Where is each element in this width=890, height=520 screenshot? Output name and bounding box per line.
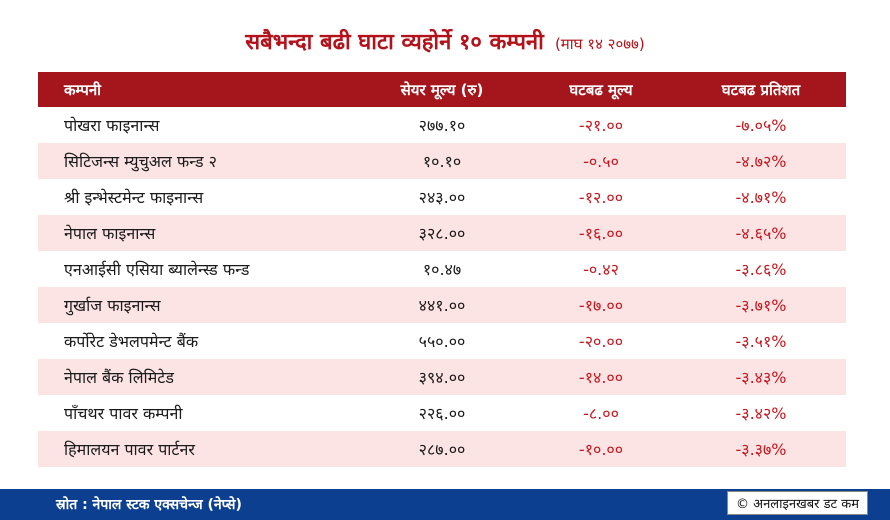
- table-row: नेपाल फाइनान्स ३२८.०० -१६.०० -४.६५%: [38, 215, 846, 251]
- header-price: सेयर मूल्य (रु): [400, 80, 484, 99]
- price-change: -२०.००: [578, 332, 624, 351]
- table-row: गुर्खाज फाइनान्स ४४१.०० -१७.०० -३.७१%: [38, 287, 846, 323]
- table-row: हिमालयन पावर पार्टनर २८७.०० -१०.०० -३.३७…: [38, 431, 846, 467]
- company-name: एनआईसी एसिया ब्यालेन्स्ड फन्ड: [64, 260, 250, 279]
- price-change: -८.००: [583, 404, 619, 423]
- share-price: १०.१०: [422, 152, 462, 171]
- price-change: -१६.००: [578, 224, 624, 243]
- percent-change: -३.३७%: [735, 440, 787, 459]
- price-change: -१७.००: [578, 296, 624, 315]
- credit-box: © अनलाइनखबर डट कम: [727, 491, 868, 515]
- price-change: -०.४२: [583, 260, 619, 279]
- table-row: श्री इन्भेस्टमेन्ट फाइनान्स २४३.०० -१२.०…: [38, 179, 846, 215]
- share-price: २८७.००: [418, 440, 466, 459]
- share-price: ३९४.००: [418, 368, 466, 387]
- percent-change: -३.५१%: [735, 332, 787, 351]
- header-company: कम्पनी: [64, 80, 102, 99]
- company-name: गुर्खाज फाइनान्स: [64, 296, 161, 315]
- title-block: सबैभन्दा बढी घाटा व्यहोर्ने १० कम्पनी (म…: [0, 26, 890, 56]
- price-change: -१४.००: [578, 368, 624, 387]
- company-name: कर्पोरेट डेभलपमेन्ट बैंक: [64, 332, 199, 351]
- percent-change: -७.०५%: [735, 116, 787, 135]
- percent-change: -४.७१%: [735, 188, 787, 207]
- company-name: हिमालयन पावर पार्टनर: [64, 440, 195, 459]
- table-row: पोखरा फाइनान्स २७७.१० -२१.०० -७.०५%: [38, 107, 846, 143]
- share-price: १०.४७: [422, 260, 462, 279]
- credit-text: © अनलाइनखबर डट कम: [736, 497, 859, 512]
- source-text: स्रोत : नेपाल स्टक एक्सचेन्ज (नेप्से): [56, 497, 242, 513]
- company-name: नेपाल बैंक लिमिटेड: [64, 368, 174, 387]
- table-row: नेपाल बैंक लिमिटेड ३९४.०० -१४.०० -३.४३%: [38, 359, 846, 395]
- share-price: ४४१.००: [418, 296, 466, 315]
- company-name: पोखरा फाइनान्स: [64, 116, 160, 135]
- price-change: -१२.००: [578, 188, 624, 207]
- percent-change: -३.८६%: [735, 260, 787, 279]
- share-price: २२६.००: [418, 404, 466, 423]
- company-name: सिटिजन्स म्युचुअल फन्ड २: [64, 152, 217, 171]
- company-name: नेपाल फाइनान्स: [64, 224, 156, 243]
- percent-change: -३.४३%: [735, 368, 787, 387]
- percent-change: -३.४२%: [735, 404, 787, 423]
- share-price: २७७.१०: [418, 116, 466, 135]
- price-change: -२१.००: [578, 116, 624, 135]
- table-row: सिटिजन्स म्युचुअल फन्ड २ १०.१० -०.५० -४.…: [38, 143, 846, 179]
- company-name: पाँचथर पावर कम्पनी: [64, 404, 183, 423]
- price-change: -१०.००: [578, 440, 624, 459]
- percent-change: -४.६५%: [735, 224, 787, 243]
- share-price: २४३.००: [418, 188, 466, 207]
- percent-change: -३.७१%: [735, 296, 787, 315]
- title-date: (माघ १४ २०७७): [554, 35, 645, 53]
- share-price: ३२८.००: [418, 224, 466, 243]
- table-row: पाँचथर पावर कम्पनी २२६.०० -८.०० -३.४२%: [38, 395, 846, 431]
- table-row: एनआईसी एसिया ब्यालेन्स्ड फन्ड १०.४७ -०.४…: [38, 251, 846, 287]
- page-title: सबैभन्दा बढी घाटा व्यहोर्ने १० कम्पनी: [245, 30, 544, 55]
- share-price: ५५०.००: [418, 332, 466, 351]
- header-percent: घटबढ प्रतिशत: [721, 80, 801, 99]
- table-row: कर्पोरेट डेभलपमेन्ट बैंक ५५०.०० -२०.०० -…: [38, 323, 846, 359]
- loss-table: कम्पनी सेयर मूल्य (रु) घटबढ मूल्य घटबढ प…: [38, 72, 846, 467]
- price-change: -०.५०: [583, 152, 619, 171]
- header-change: घटबढ मूल्य: [569, 80, 633, 99]
- table-header: कम्पनी सेयर मूल्य (रु) घटबढ मूल्य घटबढ प…: [38, 72, 846, 107]
- company-name: श्री इन्भेस्टमेन्ट फाइनान्स: [64, 188, 204, 207]
- percent-change: -४.७२%: [735, 152, 787, 171]
